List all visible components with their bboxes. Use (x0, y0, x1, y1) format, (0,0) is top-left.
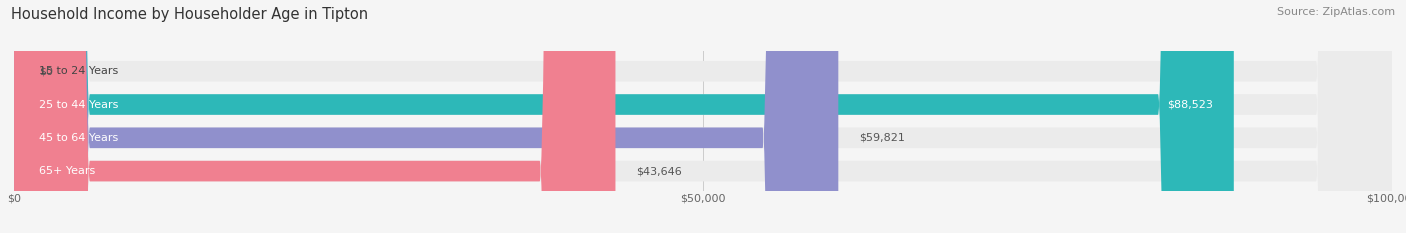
Text: $59,821: $59,821 (859, 133, 905, 143)
Text: 25 to 44 Years: 25 to 44 Years (39, 99, 118, 110)
Text: $43,646: $43,646 (636, 166, 682, 176)
Text: 45 to 64 Years: 45 to 64 Years (39, 133, 118, 143)
Text: $0: $0 (39, 66, 53, 76)
FancyBboxPatch shape (14, 0, 1392, 233)
FancyBboxPatch shape (14, 0, 1234, 233)
Text: 15 to 24 Years: 15 to 24 Years (39, 66, 118, 76)
Text: $88,523: $88,523 (1167, 99, 1213, 110)
Text: 65+ Years: 65+ Years (39, 166, 96, 176)
FancyBboxPatch shape (14, 0, 838, 233)
Text: Household Income by Householder Age in Tipton: Household Income by Householder Age in T… (11, 7, 368, 22)
FancyBboxPatch shape (14, 0, 1392, 233)
FancyBboxPatch shape (14, 0, 616, 233)
FancyBboxPatch shape (14, 0, 1392, 233)
Text: Source: ZipAtlas.com: Source: ZipAtlas.com (1277, 7, 1395, 17)
FancyBboxPatch shape (14, 0, 1392, 233)
